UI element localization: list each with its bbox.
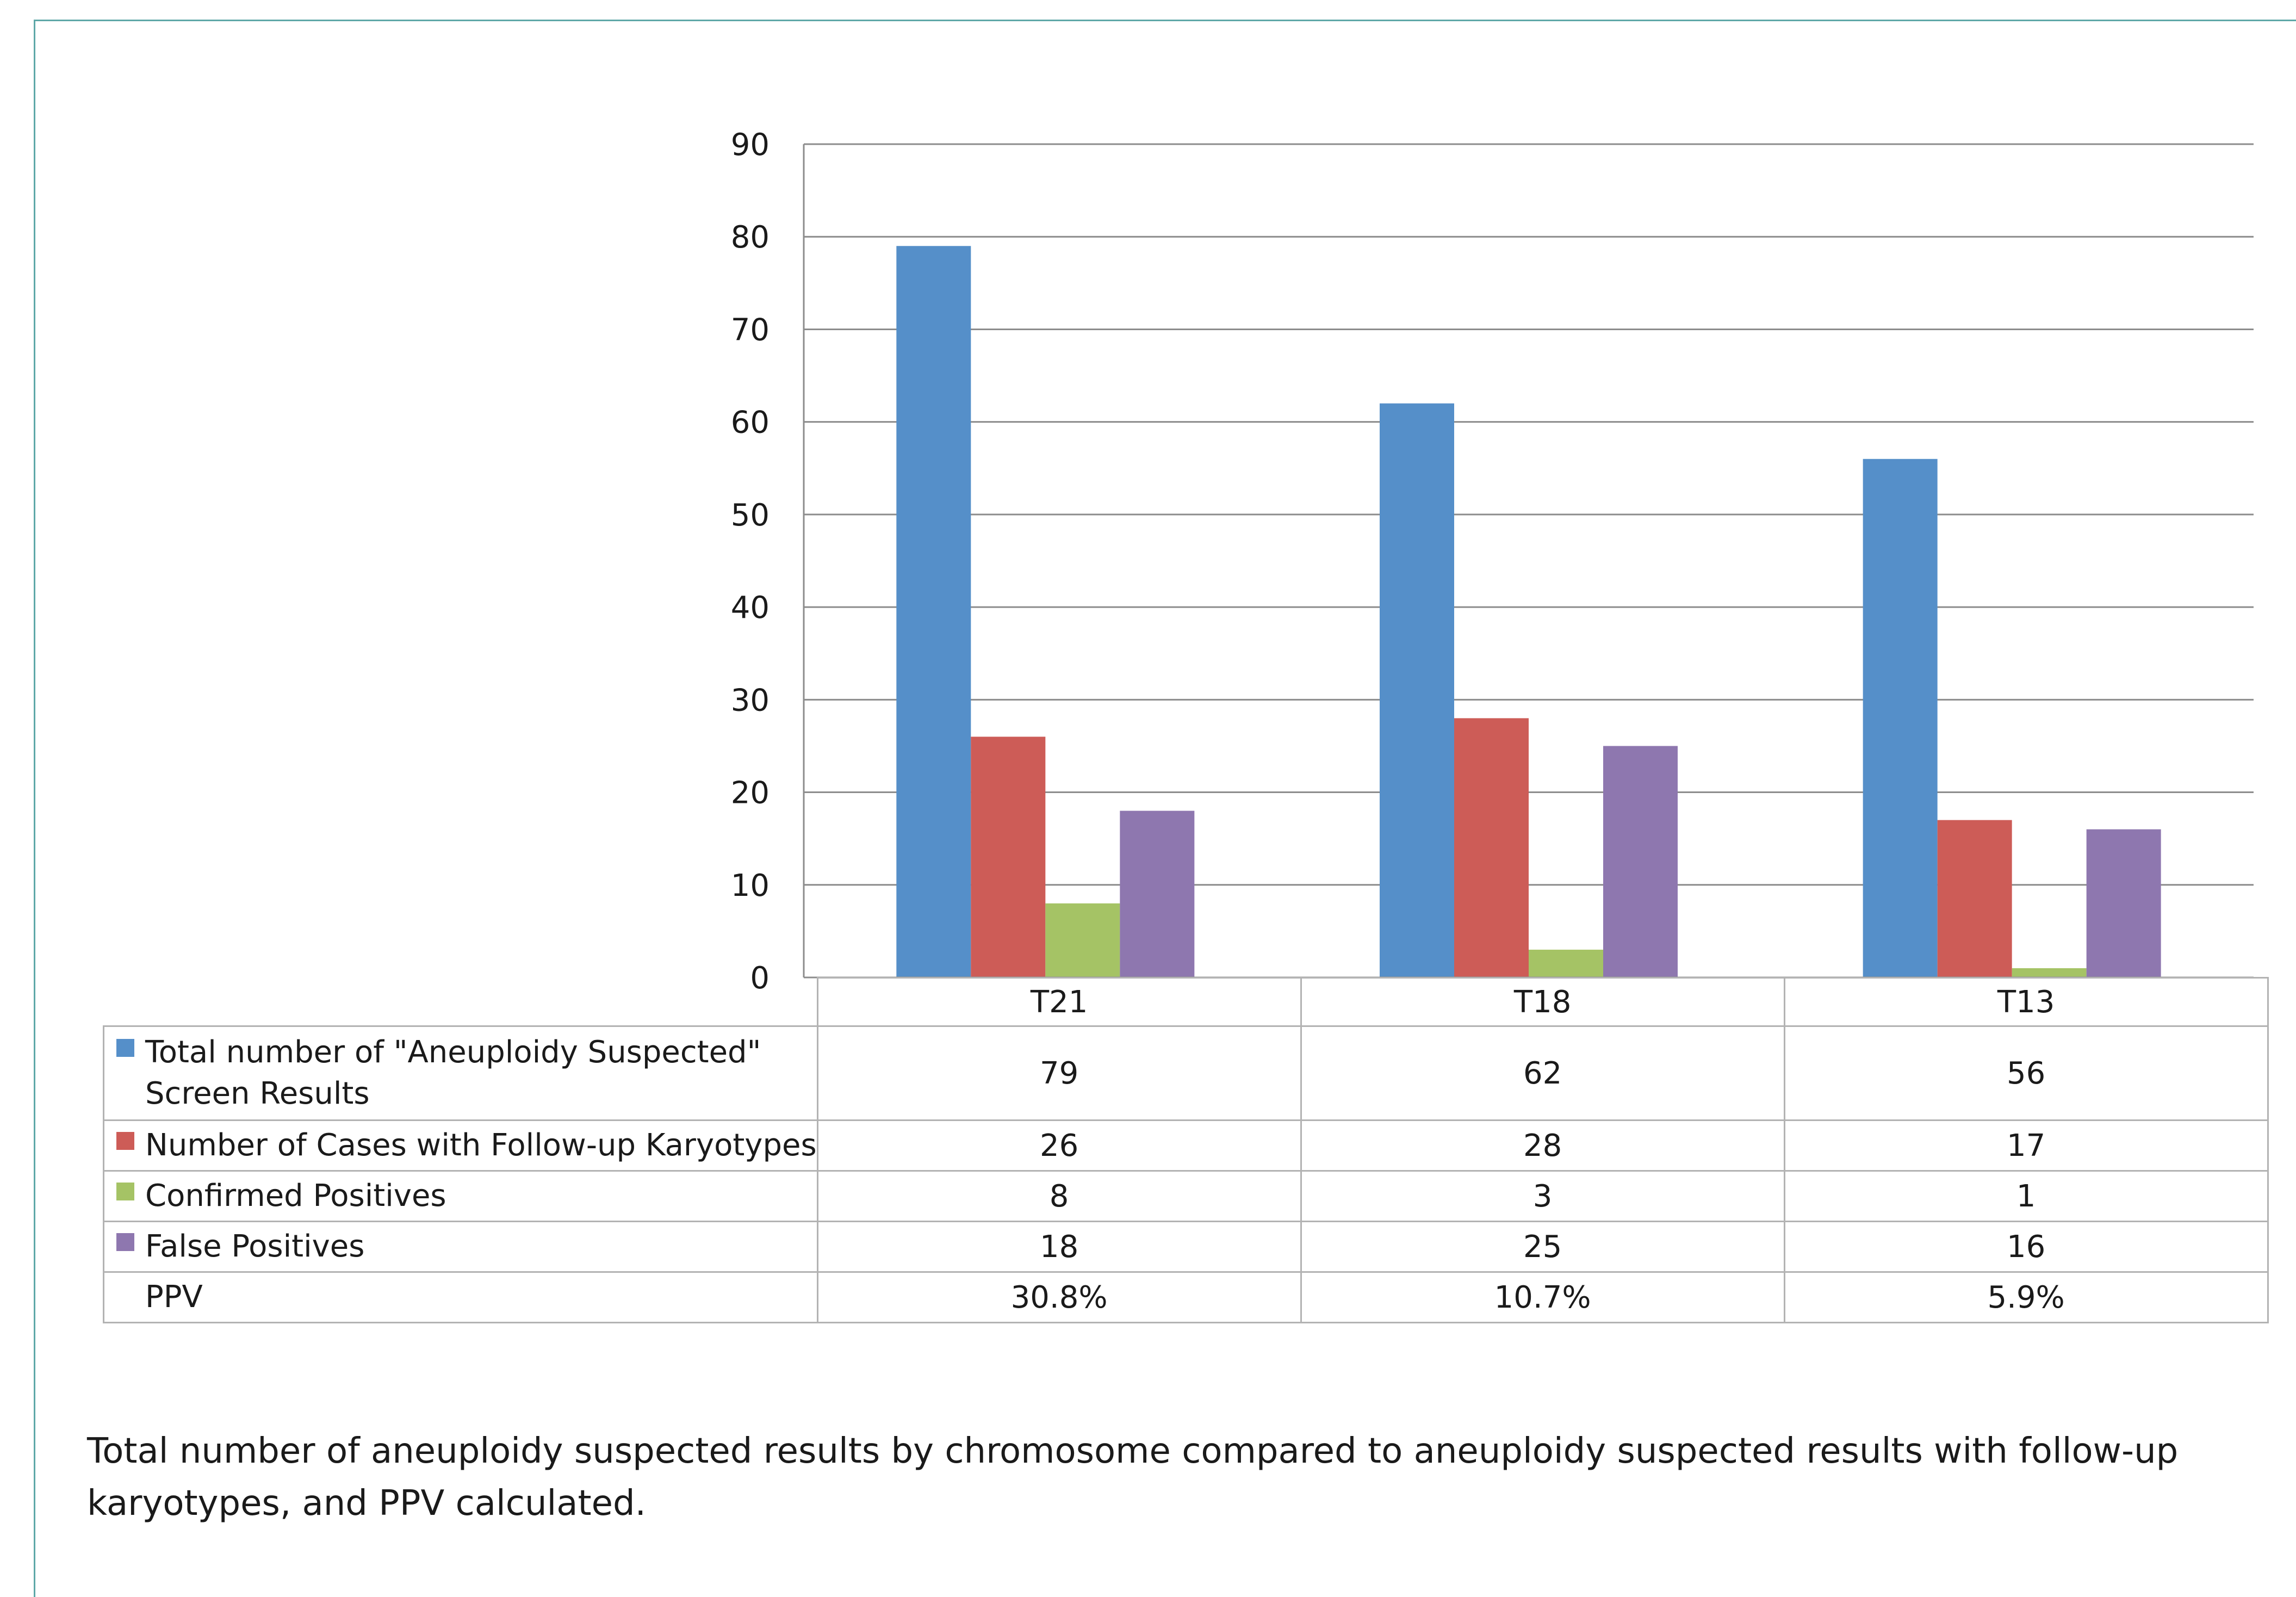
table-row-follow-up-karyotypes: Number of Cases with Follow-up Karyotype…	[103, 1119, 2269, 1172]
legend-swatch-none	[116, 1284, 134, 1302]
y-tick-label: 10	[731, 868, 770, 903]
bar-t18-series-1	[1454, 718, 1529, 977]
row-label: PPV	[145, 1279, 203, 1315]
table-row-total-suspected: Total number of "Aneuploidy Suspected" S…	[103, 1025, 2269, 1121]
table-cell: 10.7%	[1300, 1271, 1785, 1323]
figure-frame	[34, 20, 2296, 1597]
y-tick-label: 30	[731, 683, 770, 718]
table-row-confirmed-positives: Confirmed Positives 8 3 1	[103, 1170, 2269, 1222]
bar-t13-series-0	[1863, 459, 1938, 977]
bar-t13-series-2	[2012, 968, 2087, 977]
y-tick-label: 50	[731, 498, 770, 533]
table-cell: 8	[816, 1170, 1302, 1222]
category-label-t18: T18	[1300, 977, 1785, 1027]
row-label: False Positives	[145, 1229, 365, 1264]
bar-t18-series-3	[1603, 746, 1678, 977]
legend-swatch-green	[116, 1183, 134, 1200]
row-label-cell: Total number of "Aneuploidy Suspected" S…	[103, 1025, 818, 1121]
legend-swatch-red	[116, 1132, 134, 1150]
table-cell: 17	[1783, 1119, 2269, 1172]
bar-t21-series-3	[1120, 810, 1195, 977]
bar-t21-series-0	[896, 246, 971, 978]
table-cell: 30.8%	[816, 1271, 1302, 1323]
table-cell: 28	[1300, 1119, 1785, 1172]
bar-t21-series-1	[971, 736, 1046, 977]
table-cell: 25	[1300, 1221, 1785, 1273]
row-label: Confirmed Positives	[145, 1178, 446, 1214]
y-tick-label: 40	[731, 590, 770, 626]
bar-t13-series-3	[2086, 829, 2161, 977]
y-tick-label: 20	[731, 776, 770, 811]
table-cell: 79	[816, 1025, 1302, 1121]
row-label-cell: Confirmed Positives	[103, 1170, 818, 1222]
y-tick-label: 60	[731, 405, 770, 441]
table-cell: 16	[1783, 1221, 2269, 1273]
category-label-t13: T13	[1783, 977, 2269, 1027]
table-cell: 3	[1300, 1170, 1785, 1222]
y-tick-label: 80	[731, 220, 770, 255]
table-cell: 62	[1300, 1025, 1785, 1121]
category-label-t21: T21	[816, 977, 1302, 1027]
table-cell: 56	[1783, 1025, 2269, 1121]
legend-swatch-purple	[116, 1233, 134, 1251]
y-tick-label: 70	[731, 312, 770, 348]
legend-swatch-blue	[116, 1039, 134, 1057]
row-label: Number of Cases with Follow-up Karyotype…	[145, 1128, 817, 1163]
table-cell: 18	[816, 1221, 1302, 1273]
row-label-cell: Number of Cases with Follow-up Karyotype…	[103, 1119, 818, 1172]
table-row-ppv: PPV 30.8% 10.7% 5.9%	[103, 1271, 2269, 1323]
table-cell: 1	[1783, 1170, 2269, 1222]
bar-t18-series-0	[1380, 403, 1454, 977]
bar-t21-series-2	[1045, 903, 1120, 977]
chart-data-table: T21 T18 T13 Total number of "Aneuploidy …	[103, 977, 2269, 1323]
bars	[896, 246, 2161, 978]
y-tick-label: 90	[731, 127, 770, 163]
bar-t18-series-2	[1529, 949, 1603, 977]
figure-caption: Total number of aneuploidy suspected res…	[87, 1431, 2179, 1524]
row-label-cell: False Positives	[103, 1221, 818, 1273]
row-label-cell: PPV	[103, 1271, 818, 1323]
row-label: Total number of "Aneuploidy Suspected" S…	[145, 1035, 761, 1111]
category-header-row: T21 T18 T13	[103, 977, 2269, 1027]
table-cell: 5.9%	[1783, 1271, 2269, 1323]
table-row-false-positives: False Positives 18 25 16	[103, 1221, 2269, 1273]
table-cell: 26	[816, 1119, 1302, 1172]
bar-t13-series-1	[1937, 820, 2012, 977]
table-corner-cell	[103, 977, 818, 1027]
